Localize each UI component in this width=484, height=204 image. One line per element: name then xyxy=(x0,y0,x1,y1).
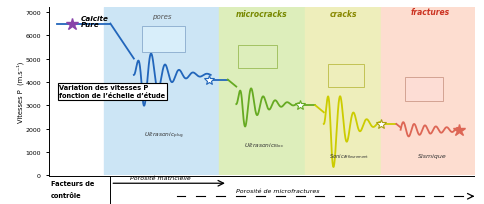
Text: pores: pores xyxy=(151,14,171,20)
Bar xyxy=(304,8,380,175)
Text: Calcite: Calcite xyxy=(80,16,108,22)
Bar xyxy=(380,8,474,175)
FancyBboxPatch shape xyxy=(327,65,363,87)
FancyBboxPatch shape xyxy=(142,27,185,52)
Text: Porosité de microfractures: Porosité de microfractures xyxy=(236,188,319,193)
Text: Ultrasonic$_{\rm plug}$: Ultrasonic$_{\rm plug}$ xyxy=(143,130,183,140)
Text: Pure: Pure xyxy=(80,22,99,28)
Text: fractures: fractures xyxy=(410,8,449,17)
Bar xyxy=(219,8,304,175)
FancyBboxPatch shape xyxy=(238,45,276,69)
Text: microcracks: microcracks xyxy=(236,10,287,19)
Text: Facteurs de: Facteurs de xyxy=(50,180,94,186)
Text: Ultrasonic$_{\rm Bloc}$: Ultrasonic$_{\rm Bloc}$ xyxy=(243,140,284,149)
Text: Sismique: Sismique xyxy=(417,153,446,158)
Text: cracks: cracks xyxy=(330,10,357,19)
Bar xyxy=(104,8,219,175)
Text: Sonic$_{\rm Affleurement}$: Sonic$_{\rm Affleurement}$ xyxy=(329,151,369,160)
Text: Porosité matricielle: Porosité matricielle xyxy=(129,175,190,180)
FancyBboxPatch shape xyxy=(404,78,442,101)
Y-axis label: Vitesses P  (m.s⁻¹): Vitesses P (m.s⁻¹) xyxy=(16,61,24,122)
Text: contrôle: contrôle xyxy=(50,192,81,198)
Text: Variation des vitesses P
fonction de l’échelle d’étude: Variation des vitesses P fonction de l’é… xyxy=(59,85,165,99)
